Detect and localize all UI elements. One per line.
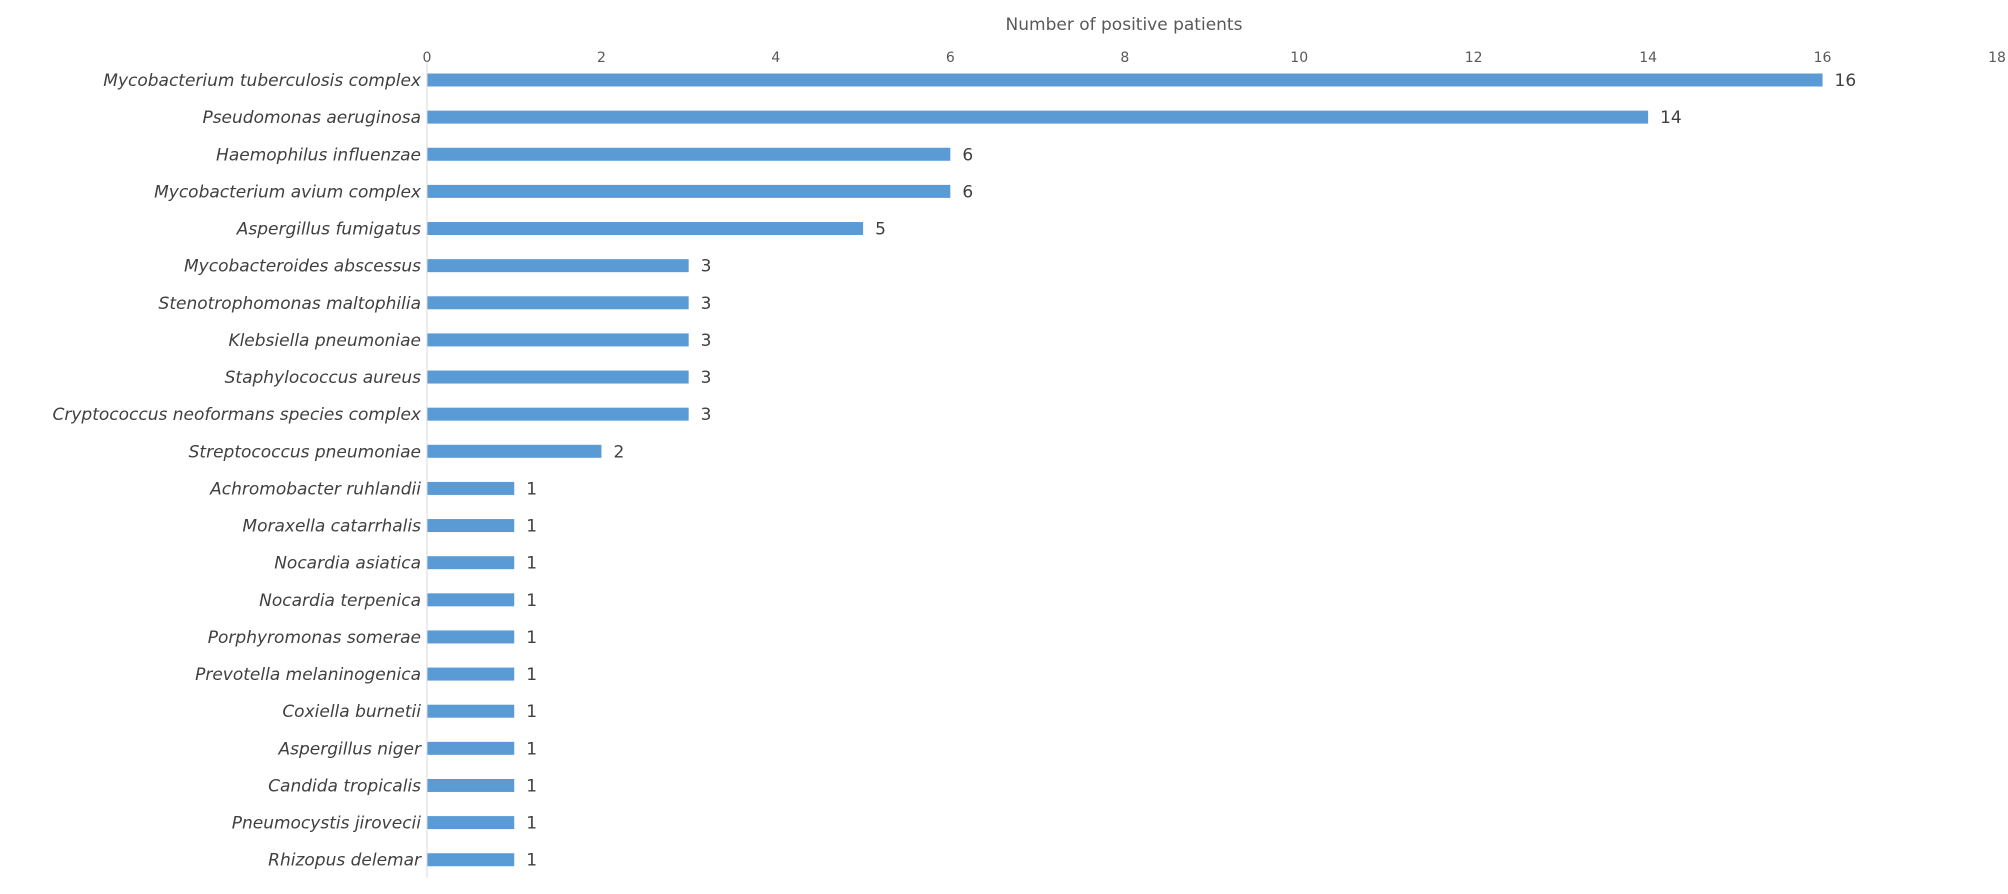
bar — [427, 333, 689, 347]
data-label: 1 — [526, 814, 537, 834]
bar — [427, 704, 515, 718]
category-label: Rhizopus delemar — [268, 851, 422, 871]
bar — [427, 222, 864, 236]
data-label: 1 — [526, 702, 537, 722]
bar — [427, 296, 689, 310]
category-label: Nocardia asiatica — [274, 554, 421, 574]
bar — [427, 853, 515, 867]
data-label: 2 — [613, 442, 624, 462]
bars — [427, 73, 1823, 867]
bar — [427, 147, 951, 161]
bar — [427, 481, 515, 495]
category-label: Pneumocystis jirovecii — [232, 814, 422, 834]
category-label: Candida tropicalis — [268, 776, 421, 796]
x-tick-label: 2 — [597, 50, 606, 66]
category-label: Coxiella burnetii — [282, 702, 421, 722]
x-tick-label: 4 — [771, 50, 780, 66]
data-label: 1 — [526, 739, 537, 759]
data-label: 1 — [526, 628, 537, 648]
data-label: 1 — [526, 776, 537, 796]
bar — [427, 741, 515, 755]
category-label: Haemophilus influenzae — [216, 145, 421, 165]
data-label: 6 — [962, 145, 973, 165]
bar — [427, 259, 689, 273]
x-axis-title: Number of positive patients — [1006, 15, 1243, 35]
data-label: 3 — [701, 294, 712, 314]
bar — [427, 816, 515, 830]
data-label: 1 — [526, 479, 537, 499]
data-label: 14 — [1660, 108, 1682, 128]
x-tick-label: 14 — [1639, 50, 1657, 66]
x-axis-ticks: 0 2 4 6 8 10 12 14 16 18 — [423, 50, 2006, 66]
bar — [427, 778, 515, 792]
bar — [427, 593, 515, 607]
category-label: Mycobacterium tuberculosis complex — [103, 71, 422, 91]
data-label: 1 — [526, 517, 537, 537]
category-label: Mycobacteroides abscessus — [184, 257, 421, 277]
bar — [427, 370, 689, 384]
category-labels: Mycobacterium tuberculosis complex Pseudo… — [52, 71, 422, 871]
category-label: Staphylococcus aureus — [225, 368, 422, 388]
category-label: Achromobacter ruhlandii — [209, 479, 421, 499]
bar — [427, 519, 515, 533]
category-label: Moraxella catarrhalis — [242, 517, 421, 537]
data-label: 1 — [526, 665, 537, 685]
bar — [427, 110, 1649, 124]
category-label: Klebsiella pneumoniae — [228, 331, 421, 351]
bar — [427, 184, 951, 198]
data-label: 6 — [962, 182, 973, 202]
category-label: Pseudomonas aeruginosa — [202, 108, 421, 128]
data-labels: 16 14 6 6 5 3 3 3 3 3 2 1 1 1 1 1 1 1 1 1 1 1 — [526, 71, 1856, 871]
data-label: 1 — [526, 554, 537, 574]
x-tick-label: 6 — [946, 50, 955, 66]
category-label: Streptococcus pneumoniae — [189, 442, 421, 462]
x-tick-label: 16 — [1814, 50, 1832, 66]
data-label: 3 — [701, 405, 712, 425]
category-label: Nocardia terpenica — [259, 591, 421, 611]
category-label: Cryptococcus neoformans species complex — [52, 405, 421, 425]
category-label: Aspergillus niger — [278, 739, 422, 759]
x-tick-label: 10 — [1290, 50, 1308, 66]
bar — [427, 667, 515, 681]
category-label: Aspergillus fumigatus — [236, 220, 421, 240]
bar — [427, 407, 689, 421]
x-tick-label: 18 — [1988, 50, 2006, 66]
bar — [427, 556, 515, 570]
data-label: 1 — [526, 851, 537, 871]
data-label: 5 — [875, 220, 886, 240]
bar — [427, 444, 602, 458]
data-label: 16 — [1835, 71, 1857, 91]
category-label: Mycobacterium avium complex — [154, 182, 422, 202]
data-label: 3 — [701, 368, 712, 388]
x-tick-label: 8 — [1120, 50, 1129, 66]
bar — [427, 630, 515, 644]
category-label: Prevotella melaninogenica — [195, 665, 421, 685]
bar — [427, 73, 1823, 87]
data-label: 1 — [526, 591, 537, 611]
category-label: Porphyromonas somerae — [208, 628, 421, 648]
category-label: Stenotrophomonas maltophilia — [159, 294, 421, 314]
data-label: 3 — [701, 257, 712, 277]
x-tick-label: 0 — [423, 50, 432, 66]
x-tick-label: 12 — [1465, 50, 1483, 66]
data-label: 3 — [701, 331, 712, 351]
